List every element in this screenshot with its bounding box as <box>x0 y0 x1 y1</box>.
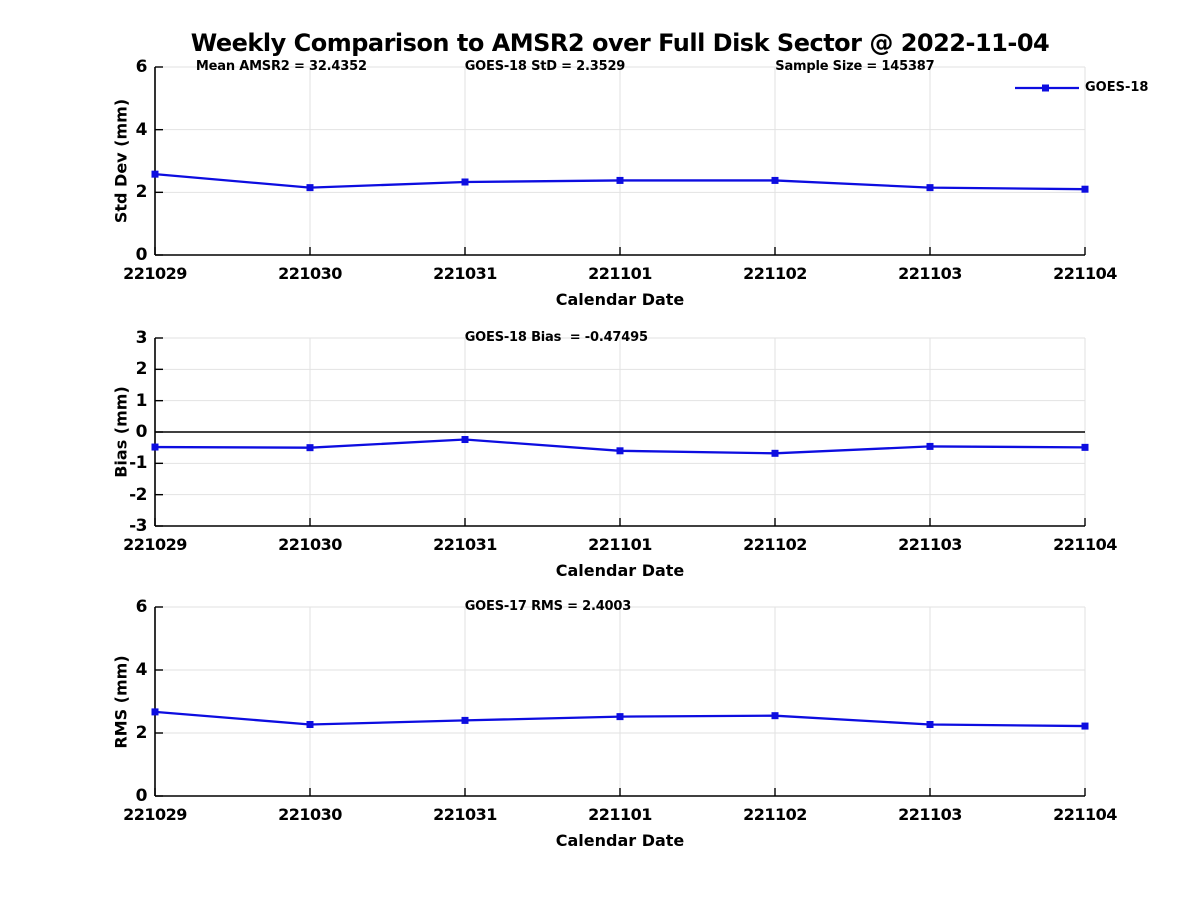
x-axis-title: Calendar Date <box>555 831 685 850</box>
y-tick-label: 4 <box>135 119 148 140</box>
x-axis-title: Calendar Date <box>555 561 685 580</box>
annotation-text: GOES-17 RMS = 2.4003 <box>464 599 632 614</box>
x-tick-label: 221031 <box>433 264 497 283</box>
x-tick-label: 221031 <box>433 805 497 824</box>
annotation-text: GOES-18 Bias = -0.47495 <box>464 330 648 345</box>
y-axis-title: RMS (mm) <box>111 654 131 749</box>
x-tick-label: 221104 <box>1053 264 1117 283</box>
x-tick-label: 221102 <box>743 805 807 824</box>
data-marker <box>1081 722 1089 730</box>
x-tick-label: 221103 <box>898 264 962 283</box>
y-tick-label: -1 <box>129 453 147 474</box>
x-axis-title: Calendar Date <box>555 290 685 309</box>
x-tick-label: 221029 <box>123 805 187 824</box>
y-tick-label: 6 <box>135 57 148 77</box>
data-marker <box>616 713 624 721</box>
data-marker <box>926 720 934 728</box>
x-tick-label: 221104 <box>1053 535 1117 554</box>
legend-line-sample-icon <box>1015 84 1079 92</box>
data-marker <box>461 716 469 724</box>
y-tick-label: 0 <box>135 422 148 442</box>
x-tick-label: 221101 <box>588 535 652 554</box>
annotation-text: GOES-18 StD = 2.3529 <box>464 59 626 74</box>
x-tick-label: 221101 <box>588 264 652 283</box>
y-tick-label: 2 <box>135 182 148 203</box>
y-tick-label: 2 <box>135 723 148 743</box>
x-tick-label: 221031 <box>433 535 497 554</box>
y-tick-label: 1 <box>135 390 148 411</box>
x-tick-label: 221030 <box>278 805 342 824</box>
y-tick-label: 0 <box>135 245 148 265</box>
x-tick-label: 221029 <box>123 535 187 554</box>
y-tick-label: 2 <box>135 359 148 380</box>
annotation-text: Sample Size = 145387 <box>775 59 935 74</box>
x-tick-label: 221103 <box>898 805 962 824</box>
x-tick-label: 221029 <box>123 264 187 283</box>
y-tick-label: 4 <box>135 660 148 680</box>
data-marker <box>771 712 779 720</box>
x-tick-label: 221104 <box>1053 805 1117 824</box>
x-tick-label: 221030 <box>278 535 342 554</box>
y-tick-label: -3 <box>129 516 147 536</box>
x-tick-label: 221102 <box>743 535 807 554</box>
annotation-text: Mean AMSR2 = 32.4352 <box>195 59 367 74</box>
x-tick-label: 221101 <box>588 805 652 824</box>
y-tick-label: 0 <box>135 786 148 806</box>
figure-title: Weekly Comparison to AMSR2 over Full Dis… <box>190 29 1050 57</box>
y-tick-label: -2 <box>129 484 147 505</box>
y-tick-label: 3 <box>135 328 148 348</box>
data-marker <box>306 720 314 728</box>
x-tick-label: 221103 <box>898 535 962 554</box>
x-tick-label: 221030 <box>278 264 342 283</box>
legend-label: GOES-18 <box>1085 80 1149 95</box>
x-tick-label: 221102 <box>743 264 807 283</box>
series-line-GOES-18 <box>154 710 1086 728</box>
data-marker <box>151 708 159 716</box>
y-tick-label: 6 <box>135 597 148 617</box>
